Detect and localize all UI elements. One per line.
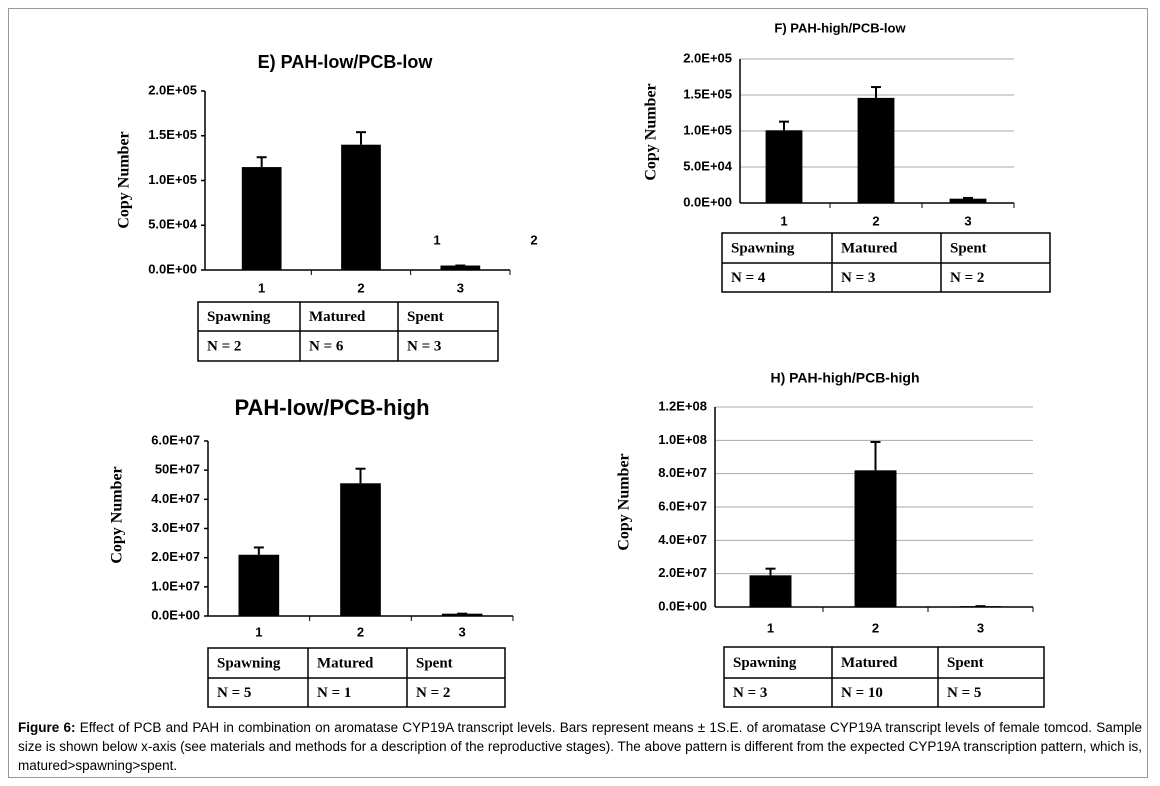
y-axis-label: Copy Number: [643, 83, 660, 180]
table-cell: N = 4: [731, 270, 766, 286]
y-tick-label: 0.0E+00: [151, 607, 200, 622]
bar: [241, 167, 282, 270]
y-tick-label: 4.0E+07: [658, 532, 707, 547]
table-cell: N = 3: [407, 338, 441, 354]
table-header: Spent: [416, 655, 453, 671]
table-header: Spawning: [207, 309, 271, 325]
y-tick-label: 1.0E+08: [658, 432, 707, 447]
x-tick-label: 2: [357, 624, 364, 639]
table-cell: N = 2: [207, 338, 241, 354]
y-tick-label: 1.0E+05: [148, 172, 197, 187]
y-tick-label: 5.0E+04: [148, 217, 198, 232]
bar: [959, 606, 1002, 607]
y-tick-label: 0.0E+00: [658, 598, 707, 613]
figure-frame: [8, 8, 1148, 778]
table-cell: N = 1: [317, 685, 351, 701]
x-tick-label: 3: [459, 624, 466, 639]
chart-title: E) PAH-low/PCB-low: [258, 52, 434, 72]
x-tick-label: 1: [767, 620, 774, 635]
annotation: 2: [530, 232, 537, 247]
y-tick-label: 50E+07: [155, 462, 200, 477]
caption-label: Figure 6:: [18, 720, 76, 735]
y-tick-label: 2.0E+05: [683, 50, 732, 65]
x-tick-label: 2: [872, 213, 879, 228]
caption-text: Effect of PCB and PAH in combination on …: [18, 720, 1142, 773]
x-tick-label: 2: [357, 280, 364, 295]
table-cell: N = 5: [947, 685, 981, 701]
y-tick-label: 1.0E+07: [151, 578, 200, 593]
x-tick-label: 2: [872, 620, 879, 635]
table-header: Spent: [950, 240, 987, 256]
bar: [341, 144, 381, 270]
table-header: Spawning: [733, 655, 797, 671]
table-cell: N = 3: [733, 685, 767, 701]
y-axis-label: Copy Number: [109, 466, 126, 563]
x-tick-label: 3: [457, 280, 464, 295]
chart-title: PAH-low/PCB-high: [234, 395, 429, 420]
y-tick-label: 5.0E+04: [683, 158, 733, 173]
bar: [854, 470, 897, 607]
table-header: Matured: [841, 655, 898, 671]
table-cell: N = 6: [309, 338, 344, 354]
table-cell: N = 5: [217, 685, 251, 701]
chart-title: H) PAH-high/PCB-high: [770, 370, 919, 386]
table-header: Spawning: [731, 240, 795, 256]
table-header: Matured: [317, 655, 374, 671]
table-cell: N = 3: [841, 270, 875, 286]
table-header: Matured: [309, 309, 366, 325]
table-header: Spawning: [217, 655, 281, 671]
y-tick-label: 2.0E+07: [658, 565, 707, 580]
bar: [949, 198, 987, 203]
table-header: Matured: [841, 240, 898, 256]
y-tick-label: 0.0E+00: [683, 194, 732, 209]
y-tick-label: 3.0E+07: [151, 520, 200, 535]
x-tick-label: 1: [780, 213, 787, 228]
x-tick-label: 1: [258, 280, 265, 295]
y-tick-label: 1.5E+05: [148, 127, 197, 142]
y-tick-label: 1.5E+05: [683, 86, 732, 101]
x-tick-label: 3: [977, 620, 984, 635]
table-header: Spent: [407, 309, 444, 325]
bar: [857, 97, 895, 203]
table-border: [723, 646, 1045, 708]
y-axis-label: Copy Number: [116, 131, 133, 228]
x-tick-label: 3: [964, 213, 971, 228]
caption: Figure 6: Effect of PCB and PAH in combi…: [18, 718, 1142, 775]
y-tick-label: 6.0E+07: [658, 498, 707, 513]
y-tick-label: 8.0E+07: [658, 465, 707, 480]
y-tick-label: 1.2E+08: [658, 398, 707, 413]
x-tick-label: 1: [255, 624, 262, 639]
y-tick-label: 2.0E+05: [148, 82, 197, 97]
bar: [749, 575, 792, 607]
bar: [441, 613, 483, 616]
bar: [765, 130, 803, 203]
bar: [440, 265, 481, 270]
y-tick-label: 0.0E+00: [148, 261, 197, 276]
y-tick-label: 2.0E+07: [151, 549, 200, 564]
table-cell: N = 2: [416, 685, 450, 701]
y-tick-label: 1.0E+05: [683, 122, 732, 137]
y-tick-label: 6.0E+07: [151, 432, 200, 447]
table-cell: N = 2: [950, 270, 984, 286]
annotation: 1: [433, 232, 440, 247]
table-cell: N = 10: [841, 685, 883, 701]
bar: [238, 554, 280, 616]
chart-title: F) PAH-high/PCB-low: [774, 20, 906, 35]
table-header: Spent: [947, 655, 984, 671]
bar: [340, 483, 381, 616]
y-tick-label: 4.0E+07: [151, 491, 200, 506]
y-axis-label: Copy Number: [616, 453, 633, 550]
